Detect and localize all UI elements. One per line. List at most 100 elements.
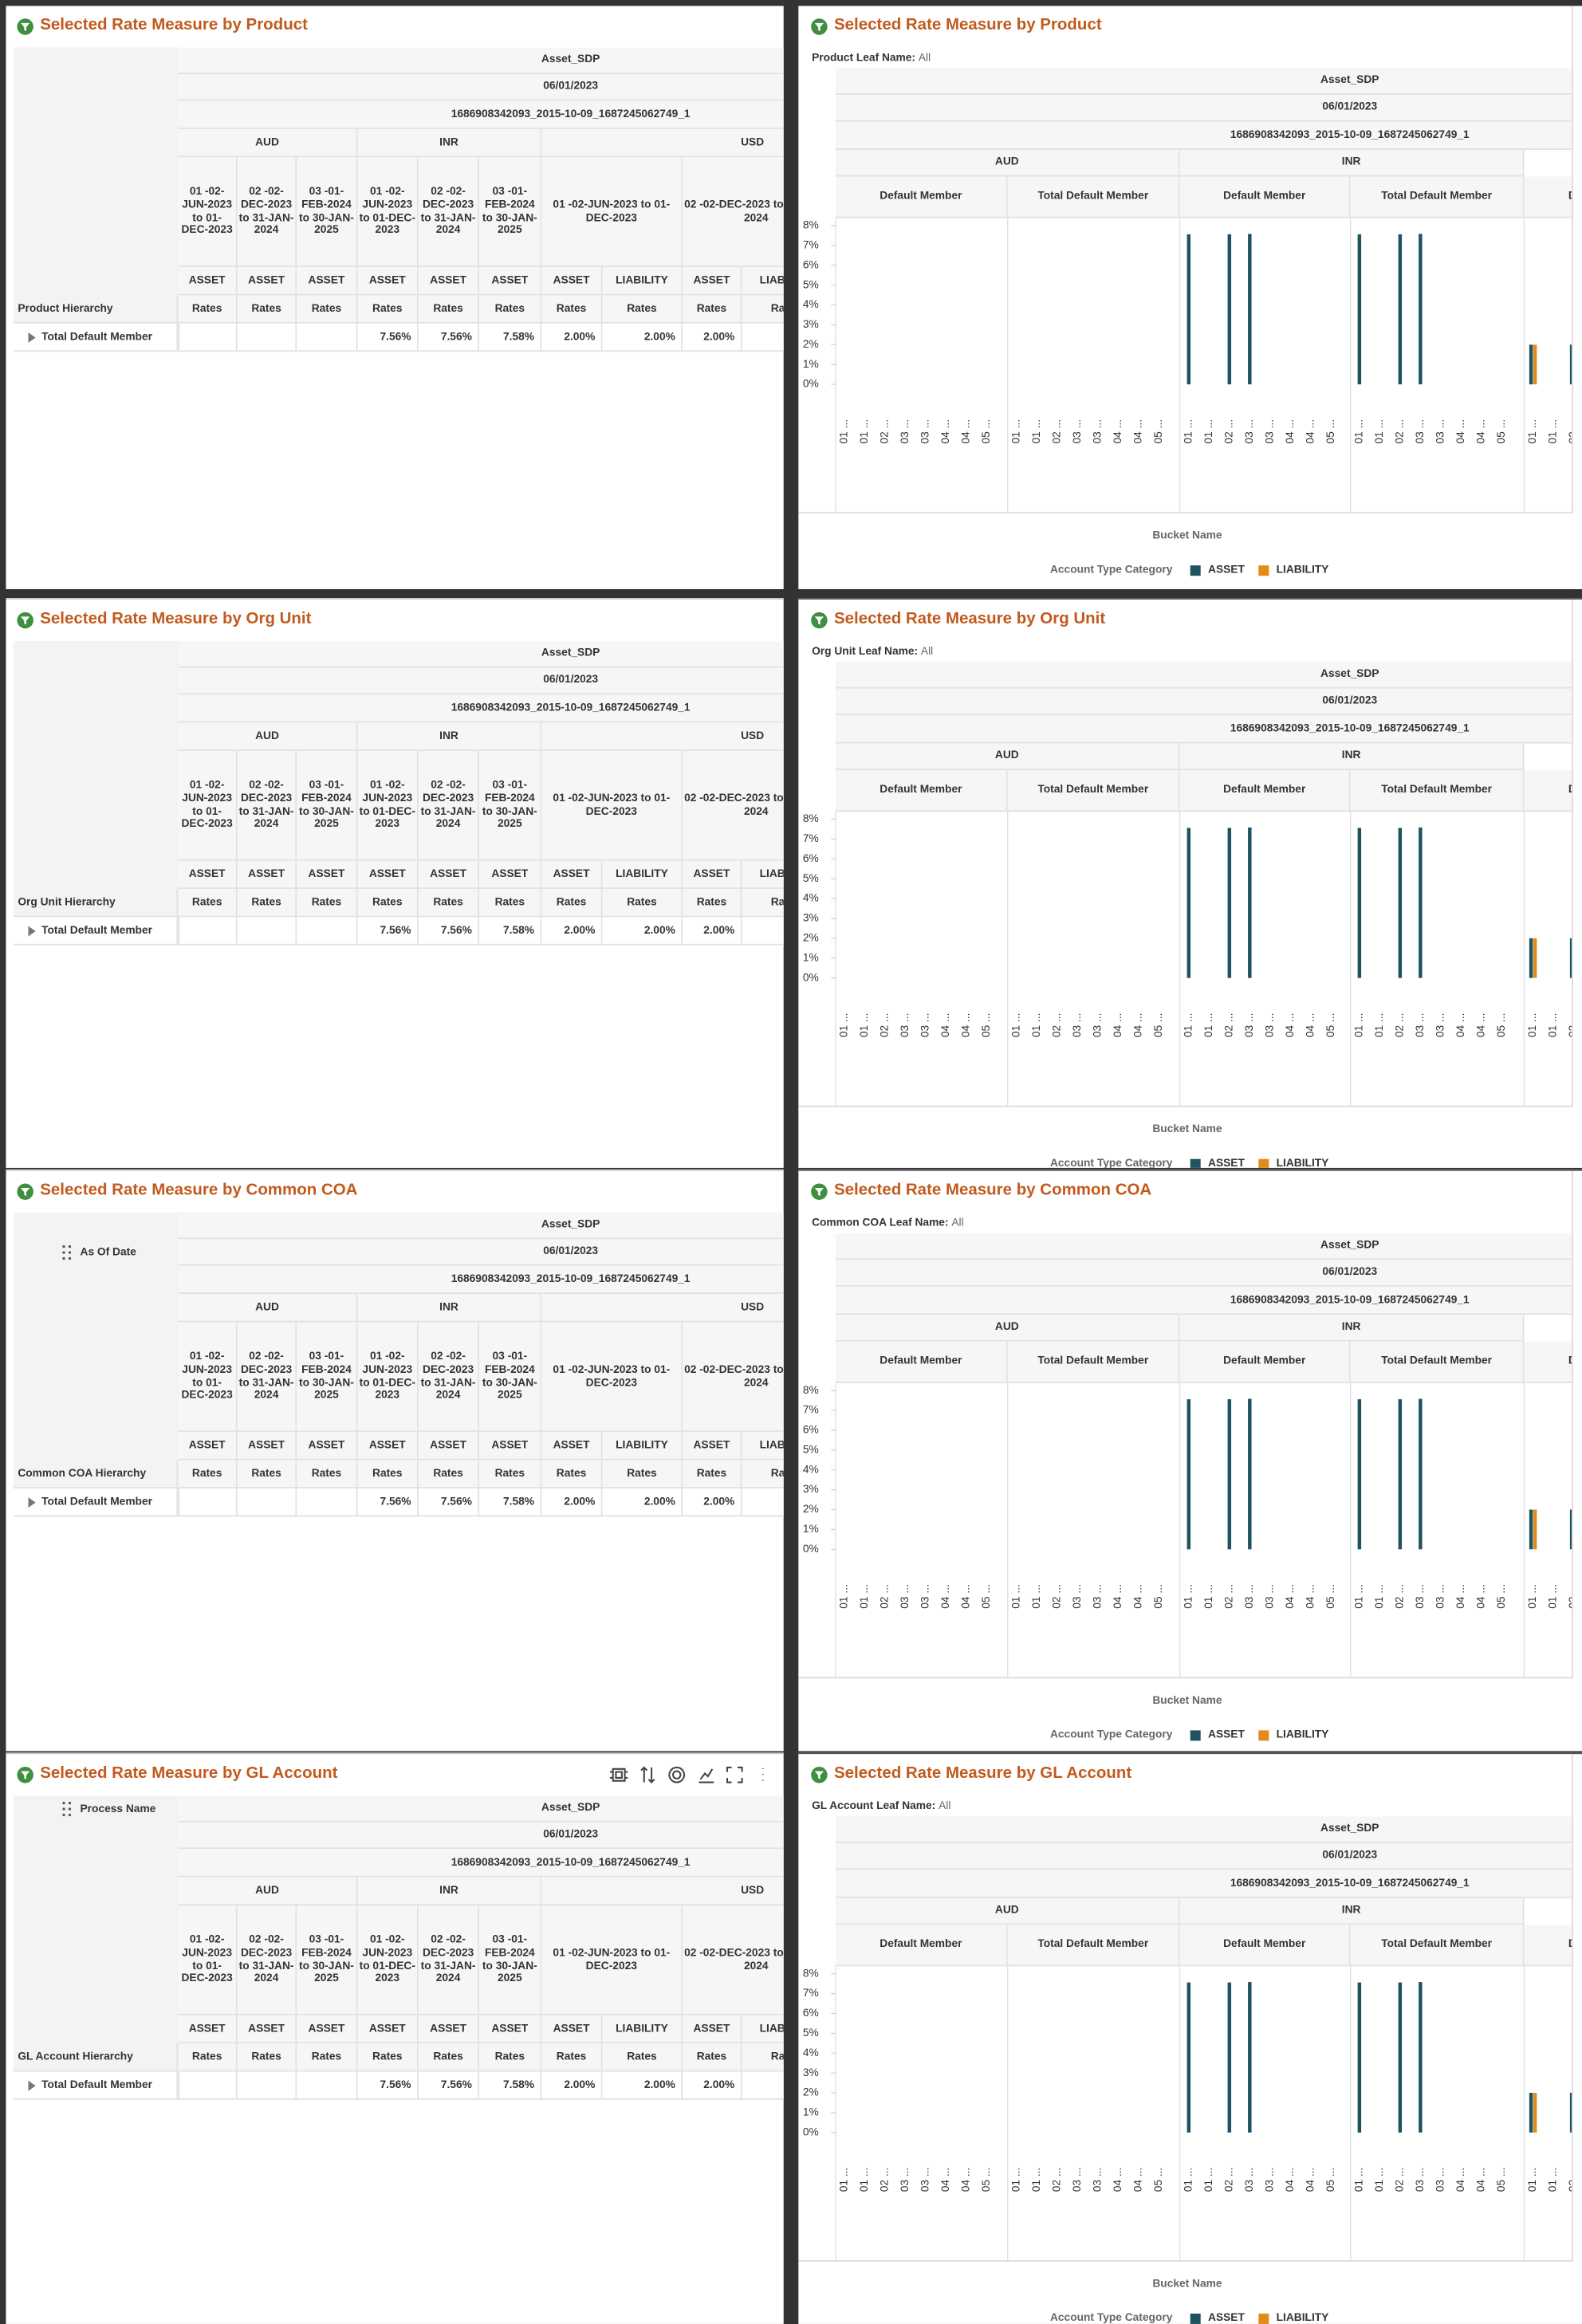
expand-toggle[interactable] [28,925,36,936]
bar [1533,344,1537,385]
x-tick-label: 01 ... [1526,419,1538,444]
bucket-cell: 02 -02-DEC-2023 to 31-JAN-2024 [683,1322,784,1433]
measure-cell: Rates [178,295,238,324]
x-tick-label: 04 ... [1112,2168,1124,2192]
pivot-corner [13,47,179,296]
group-cell: Default Member [1179,770,1351,812]
y-tick-label: 8% [803,812,819,824]
account-type-cell: ASSET [237,2015,297,2044]
icon-funnel [21,1771,30,1779]
panel-title: Selected Rate Measure by Product [833,16,1102,34]
bucket-cell: 02 -02-DEC-2023 to 31-JAN-2024 [418,1322,480,1433]
bar [1533,2093,1537,2133]
x-tick-label: 04 ... [1132,2168,1144,2192]
measure-cell: Rates [602,888,683,918]
value-cell: 2.00% [602,2071,683,2100]
x-tick-label: 03 ... [1434,419,1446,444]
bucket-cell: 03 -01-FEB-2024 to 30-JAN-2025 [297,750,358,861]
legend-label: ASSET [1208,562,1245,576]
legend-title: Account Type Category [1049,1156,1173,1168]
header-cell: 06/01/2023 [835,1842,1572,1870]
measure-cell: Rates [683,2043,742,2072]
x-tick-label: 04 ... [1474,1584,1486,1609]
group-cell: Default Member [835,770,1008,812]
x-tick-label: 04 ... [1454,1584,1466,1609]
x-tick-label: 01 ... [1353,1584,1365,1609]
bucket-cell: 02 -02-DEC-2023 to 31-JAN-2024 [683,750,784,861]
bucket-cell: 03 -01-FEB-2024 to 30-JAN-2025 [297,1322,358,1433]
expand-toggle[interactable] [28,2079,36,2090]
toolbar-icon[interactable] [668,1766,686,1783]
bar [1533,938,1537,978]
group-cell: Total Default Member [1007,770,1180,812]
expand-toggle[interactable] [28,1496,36,1508]
toolbar-icon[interactable] [640,1766,655,1783]
handle-dot [62,1813,65,1817]
y-tick-label: 0% [803,378,819,390]
x-tick-label: 03 ... [1414,2168,1426,2192]
bucket-cell: 02 -02-DEC-2023 to 31-JAN-2024 [237,157,297,268]
measure-cell: Rates [683,888,742,918]
account-type-cell: ASSET [479,1432,542,1461]
header-cell: 06/01/2023 [835,1260,1572,1287]
x-tick-label: 02 ... [1222,1584,1234,1609]
toolbar[interactable] [607,1764,770,1785]
x-tick-label: 01 ... [1373,1584,1385,1609]
toolbar-icon[interactable] [699,1768,714,1783]
filter-summary: GL Account Leaf Name: All [812,1799,1257,1814]
group-cell: Default Member [1524,1925,1572,1967]
x-tick-label: 01 ... [1526,1584,1538,1609]
bucket-cell: 02 -02-DEC-2023 to 31-JAN-2024 [237,750,297,861]
y-tick-label: 2% [803,932,819,944]
value-cell: 7.58% [479,1488,542,1517]
y-tick-label: 3% [803,912,819,924]
x-tick-label: 01 ... [1547,1013,1559,1037]
value-cell [297,2071,358,2100]
toolbar-icon[interactable] [726,1766,743,1783]
group-cell: Default Member [1179,176,1351,218]
bucket-cell: 03 -01-FEB-2024 to 30-JAN-2025 [479,1905,542,2015]
bar [1248,827,1252,978]
row-header: Total Default Member [13,2071,179,2100]
y-tick-label: 8% [803,1384,819,1396]
x-tick-label: 04 ... [1112,1013,1124,1037]
x-tick-label: 01 ... [838,2168,850,2192]
x-tick-label: 01 ... [1373,1013,1385,1037]
x-tick-label: 02 ... [879,1584,891,1609]
toolbar-icon[interactable] [609,1768,628,1782]
x-tick-label: 01 ... [1547,419,1559,444]
bucket-cell: 01 -02-JUN-2023 to 01-DEC-2023 [357,1322,419,1433]
account-type-cell: LIABILITY [742,2015,784,2044]
bucket-cell: 01 -02-JUN-2023 to 01-DEC-2023 [178,1905,238,2015]
y-tick-label: 1% [803,951,819,963]
bucket-cell: 03 -01-FEB-2024 to 30-JAN-2025 [297,1905,358,2015]
measure-cell: Rates [479,295,542,324]
y-tick-label: 8% [803,1967,819,1979]
x-tick-label: 04 ... [1454,419,1466,444]
x-tick-label: 03 ... [899,2168,911,2192]
row-label: Total Default Member [41,1493,152,1508]
bar [1186,828,1191,978]
account-type-cell: ASSET [418,2015,480,2044]
legend-label: LIABILITY [1276,1727,1329,1741]
bar [1398,234,1403,385]
account-type-cell: ASSET [297,267,358,296]
y-tick-label: 6% [803,1424,819,1436]
measure-cell: Rates [297,295,358,324]
value-cell [237,917,297,946]
bar [1569,938,1572,978]
hierarchy-label: Common COA Hierarchy [13,1460,179,1488]
bucket-cell: 03 -01-FEB-2024 to 30-JAN-2025 [479,157,542,268]
value-cell [178,323,238,352]
expand-toggle[interactable] [28,332,36,343]
bucket-cell: 02 -02-DEC-2023 to 31-JAN-2024 [683,157,784,268]
measure-cell: Rates [479,2043,542,2072]
legend-label: LIABILITY [1276,2310,1329,2324]
account-type-cell: ASSET [418,1432,480,1461]
bar [1529,344,1533,385]
y-tick-label: 4% [803,892,819,904]
icon-funnel [21,22,30,32]
value-cell: 7.58% [479,323,542,352]
value-cell: 2.00% [683,1488,742,1517]
group-cell: Total Default Member [1007,1341,1180,1383]
